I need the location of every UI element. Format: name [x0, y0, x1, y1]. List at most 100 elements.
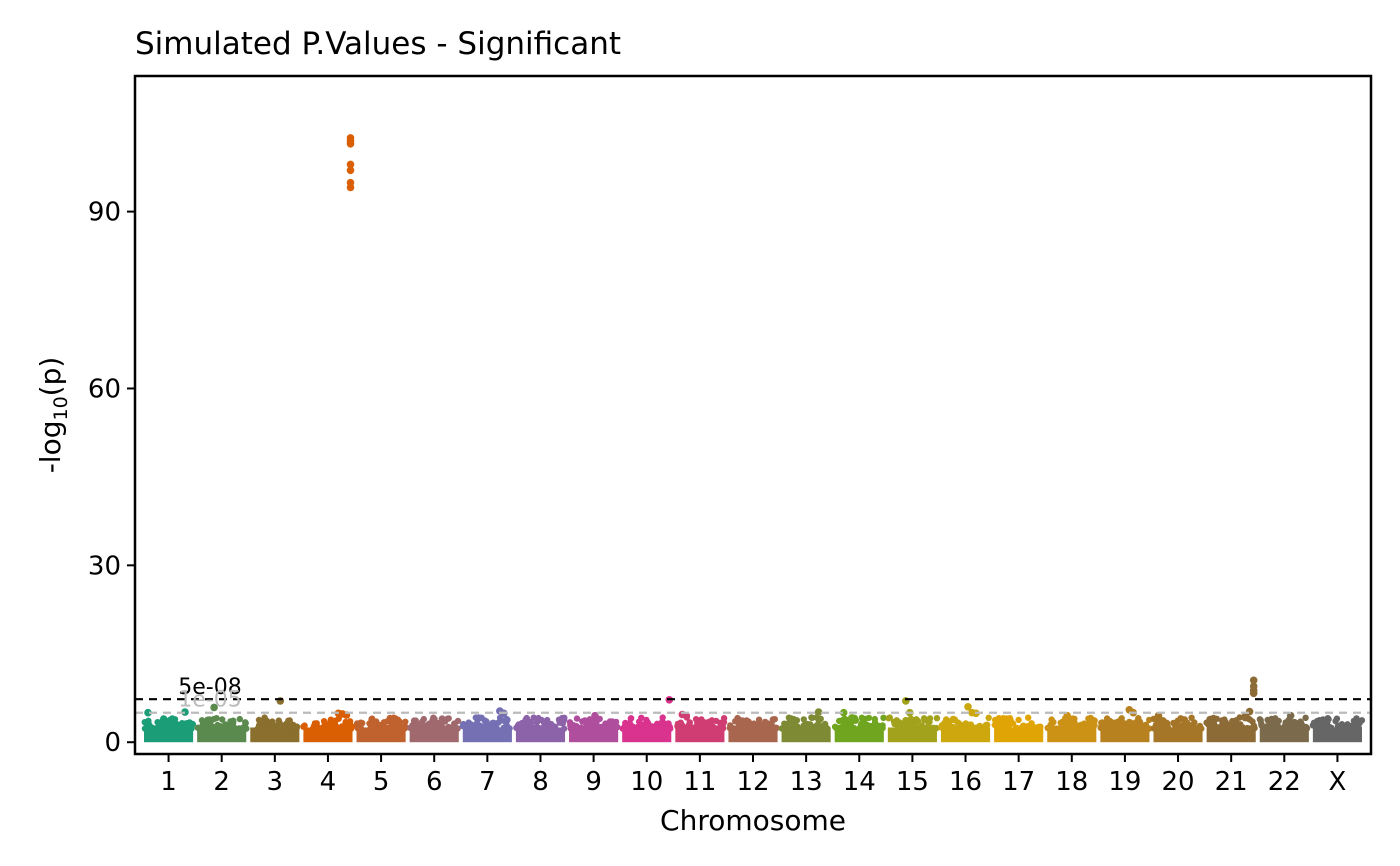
point-7	[483, 718, 490, 725]
point-7	[503, 715, 510, 723]
point-9	[593, 719, 600, 726]
point-13	[790, 722, 797, 729]
point-2	[209, 723, 216, 731]
peak-point-chr13	[814, 708, 823, 716]
point-2	[231, 725, 239, 732]
point-14	[871, 721, 878, 728]
x-tick-label-12: 12	[736, 767, 769, 797]
point-21	[1239, 724, 1247, 731]
chromosome-band-20	[1150, 714, 1205, 743]
x-tick-label-22: 22	[1268, 767, 1301, 797]
point-15	[913, 716, 920, 723]
point-18	[1047, 721, 1054, 728]
point-7	[477, 714, 484, 722]
chromosome-band-22	[1256, 714, 1311, 743]
point-15	[920, 715, 928, 722]
point-9	[602, 725, 610, 732]
point-7	[478, 725, 485, 732]
point-9	[586, 716, 593, 723]
point-4	[339, 725, 346, 732]
point-11	[712, 717, 720, 725]
point-X	[1313, 725, 1321, 732]
x-tick-label-15: 15	[896, 767, 929, 797]
point-17	[1012, 724, 1020, 731]
point-17	[995, 715, 1003, 722]
chromosome-band-13	[778, 714, 831, 743]
x-tick-label-9: 9	[585, 767, 602, 797]
point-21	[1203, 719, 1210, 726]
point-X	[1333, 715, 1341, 722]
point-4	[327, 716, 335, 723]
point-2	[242, 719, 249, 727]
point-7	[460, 722, 467, 729]
point-X	[1352, 724, 1359, 731]
point-17	[1024, 725, 1032, 732]
point-13	[813, 714, 820, 721]
point-3	[261, 718, 268, 725]
point-8	[532, 724, 539, 731]
point-5	[390, 718, 397, 726]
point-16	[954, 725, 962, 732]
point-16	[941, 725, 948, 732]
x-tick-label-3: 3	[267, 767, 284, 797]
point-5	[368, 723, 375, 730]
point-X	[1334, 722, 1342, 730]
y-tick-label: 0	[104, 728, 121, 758]
point-11	[709, 725, 716, 732]
chromosome-band-10	[619, 714, 674, 743]
point-22	[1286, 724, 1293, 731]
band-fill-7	[462, 727, 512, 743]
point-17	[1037, 723, 1044, 730]
point-11	[689, 725, 696, 732]
point-15	[921, 725, 929, 732]
point-8	[523, 714, 530, 722]
point-14	[831, 723, 839, 730]
y-tick-label: 90	[88, 198, 121, 228]
point-22	[1302, 714, 1309, 721]
point-4	[328, 721, 335, 728]
point-8	[538, 716, 545, 724]
point-19	[1127, 721, 1135, 729]
point-1	[145, 719, 152, 727]
point-21	[1218, 717, 1226, 724]
point-18	[1048, 716, 1055, 723]
point-20	[1165, 725, 1172, 732]
point-22	[1297, 718, 1304, 725]
point-1	[171, 721, 178, 729]
point-1	[182, 722, 189, 729]
plot-panel-border	[133, 74, 1373, 756]
point-14	[848, 714, 855, 721]
point-6	[410, 725, 418, 732]
chromosome-band-7	[459, 714, 513, 743]
point-21	[1233, 719, 1240, 727]
point-13	[800, 716, 807, 723]
point-10	[659, 714, 666, 721]
point-18	[1057, 719, 1064, 727]
chromosome-band-19	[1097, 715, 1153, 743]
point-2	[214, 725, 221, 732]
point-1	[141, 725, 149, 732]
point-8	[544, 720, 552, 728]
y-axis-title-main: -log	[34, 421, 67, 474]
point-8	[514, 722, 522, 729]
point-15	[925, 719, 932, 726]
point-17	[1025, 714, 1032, 721]
point-21	[1246, 725, 1254, 732]
point-20	[1163, 719, 1171, 727]
chromosome-band-X	[1309, 715, 1366, 743]
point-22	[1268, 722, 1276, 729]
peak-point-chr9	[591, 711, 599, 720]
point-12	[728, 725, 735, 732]
point-14	[837, 725, 844, 732]
point-16	[949, 723, 957, 731]
point-17	[1031, 724, 1038, 731]
point-18	[1071, 715, 1078, 722]
point-9	[611, 724, 618, 731]
point-12	[773, 724, 780, 732]
point-12	[769, 716, 777, 723]
chromosome-band-8	[513, 714, 568, 743]
x-axis: 1 2 3 4 5 6 7 8 9 10 11 12 13 14 15 16 17 18 19 20 21 22 X	[160, 754, 1346, 797]
band-fill-6	[409, 727, 459, 743]
point-9	[579, 718, 586, 725]
